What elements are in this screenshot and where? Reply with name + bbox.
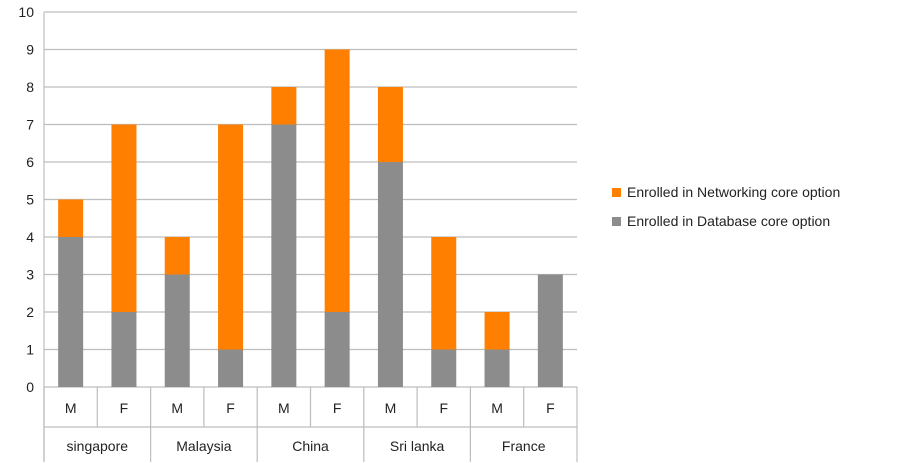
bar-database <box>484 349 510 387</box>
bars <box>58 49 563 387</box>
bar-database <box>271 124 297 387</box>
x-subcategory-label: F <box>546 400 555 416</box>
y-tick-label: 1 <box>26 342 34 358</box>
y-tick-label: 2 <box>26 304 34 320</box>
x-subcategory-label: F <box>439 400 448 416</box>
y-tick-label: 0 <box>26 379 34 395</box>
y-axis-tick-labels: 0 1 2 3 4 5 6 7 8 9 10 <box>18 4 34 395</box>
bar-database <box>111 312 137 387</box>
legend: Enrolled in Networking core option Enrol… <box>612 183 912 241</box>
bar-networking <box>431 237 457 350</box>
x-subcategory-label: F <box>226 400 235 416</box>
legend-swatch-database <box>612 217 621 226</box>
bar-networking <box>111 124 137 312</box>
y-tick-label: 5 <box>26 192 34 208</box>
bar-networking <box>484 312 510 350</box>
legend-item-database: Enrolled in Database core option <box>612 212 912 231</box>
bar-database <box>218 349 244 387</box>
y-tick-label: 3 <box>26 267 34 283</box>
x-group-label: Malaysia <box>176 438 231 454</box>
x-subcategory-label: M <box>171 400 183 416</box>
x-subcategory-label: F <box>333 400 342 416</box>
bar-database <box>164 274 190 387</box>
bar-database <box>58 237 84 387</box>
x-subcategory-label: M <box>65 400 77 416</box>
x-group-label: France <box>502 438 546 454</box>
bar-networking <box>58 199 84 237</box>
bar-networking <box>164 237 190 275</box>
bar-networking <box>271 87 297 125</box>
legend-swatch-networking <box>612 188 621 197</box>
bar-database <box>431 349 457 387</box>
legend-label-database: Enrolled in Database core option <box>627 213 831 229</box>
y-tick-label: 7 <box>26 117 34 133</box>
y-tick-label: 6 <box>26 154 34 170</box>
x-subcategory-label: F <box>120 400 129 416</box>
bar-database <box>537 274 563 387</box>
x-group-label: singapore <box>67 438 129 454</box>
x-group-label: Sri lanka <box>390 438 445 454</box>
x-subcategory-label: M <box>491 400 503 416</box>
x-subcategory-label: M <box>278 400 290 416</box>
bar-networking <box>218 124 244 350</box>
legend-label-networking: Enrolled in Networking core option <box>627 184 841 200</box>
bar-networking <box>377 87 403 162</box>
y-tick-label: 4 <box>26 229 34 245</box>
y-tick-label: 8 <box>26 79 34 95</box>
bar-database <box>377 162 403 387</box>
bar-networking <box>324 49 350 312</box>
x-group-label: China <box>292 438 329 454</box>
y-tick-label: 9 <box>26 42 34 58</box>
bar-database <box>324 312 350 387</box>
y-tick-label: 10 <box>18 4 34 20</box>
legend-item-networking: Enrolled in Networking core option <box>612 183 912 202</box>
x-subcategory-label: M <box>385 400 397 416</box>
